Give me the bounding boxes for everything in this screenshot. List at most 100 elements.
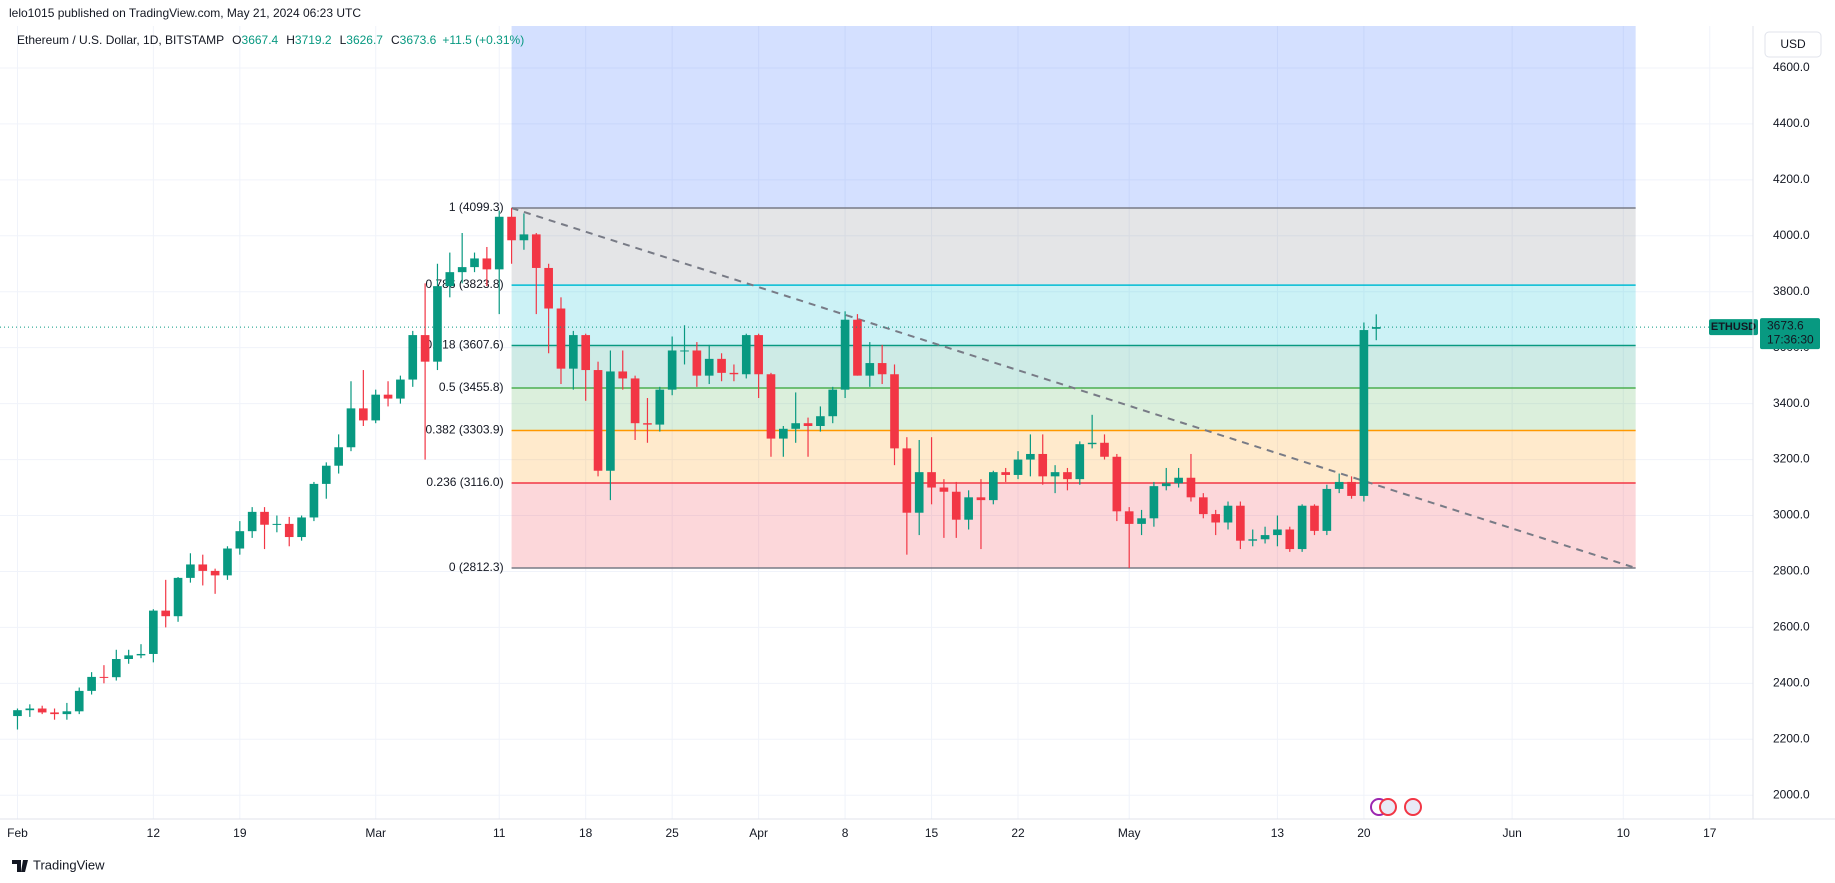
candle-body [260,511,269,525]
quote-value: 3667.4 [242,33,279,47]
candle-body [692,350,702,376]
change: +11.5 (+0.31%) [442,33,524,47]
y-tick-label: 4000.0 [1773,228,1810,242]
fib-zone [511,345,1636,389]
candle-body [877,363,887,375]
fib-level-label: 0.236 (3116.0) [426,475,503,489]
candle-body [976,497,986,501]
x-tick-label: 18 [579,826,593,840]
candle-body [1026,453,1035,460]
fib-level-label: 0.382 (3303.9) [426,423,504,437]
candle-body [173,577,183,617]
event-icon[interactable] [1379,798,1397,816]
candle-body [704,358,714,376]
x-tick-label: May [1118,826,1141,840]
candle-body [507,216,516,241]
candle-body [643,423,652,425]
event-icon[interactable] [1404,798,1422,816]
candle-body [618,371,628,379]
candle-body [754,335,763,375]
symbol-tag: ETHUSD [1711,321,1756,333]
x-tick-label: 10 [1617,826,1631,840]
x-tick-label: 8 [842,826,849,840]
candle-body [210,570,220,576]
candle-layer [13,208,1381,730]
candle-body [445,272,455,287]
x-tick-label: Mar [365,826,386,840]
candle-body [531,234,541,268]
candle-body [717,358,726,373]
candle-body [1186,477,1196,498]
y-tick-label: 4400.0 [1773,116,1810,130]
candle-body [890,374,899,449]
candle-body [1310,505,1319,531]
candle-body [951,491,961,520]
fib-zone [511,285,1636,346]
candle-body [741,335,751,375]
candle-body [470,258,479,268]
candle-body [1198,497,1208,515]
candle-body [1137,518,1146,524]
candle-body [1075,444,1085,480]
quote-key: O [232,33,241,47]
candle-body [321,465,331,484]
fib-level-label: 0.618 (3607.6) [426,338,504,352]
candle-body [1223,505,1233,523]
candle-body [494,216,504,270]
x-tick-label: 20 [1357,826,1371,840]
candle-body [902,448,912,513]
candle-body [74,690,84,712]
footer: TradingView [33,857,105,872]
candle-body [964,497,973,520]
candle-body [1248,539,1258,541]
x-tick-label: 22 [1011,826,1025,840]
fib-zone [511,483,1636,569]
x-tick-label: 25 [665,826,679,840]
quote-key: L [340,33,347,47]
candle-body [1359,330,1369,496]
fib-extension-zone [511,26,1636,209]
y-tick-label: 2000.0 [1773,787,1810,801]
header: lelo1015 published on TradingView.com, M… [9,6,361,20]
candle-body [791,423,801,429]
candle-body [1112,456,1122,512]
candle-body [420,335,430,362]
candle-body [247,511,257,532]
candle-body [433,286,442,362]
countdown: 17:36:30 [1767,332,1814,346]
candle-body [865,363,875,376]
candle-body [1161,483,1171,487]
candle-body [223,548,232,576]
candle-body [1013,459,1023,475]
candle-body [309,483,319,518]
y-tick-label: 4600.0 [1773,60,1810,74]
currency-button[interactable] [1764,31,1822,58]
candle-body [779,428,788,439]
trend-line [511,207,1636,569]
candle-body [37,708,47,713]
candle-body [1063,472,1072,480]
candle-body [766,374,776,439]
quote-value: 3719.2 [295,33,332,47]
candle-body [803,423,813,426]
candle-body [235,531,245,549]
candle-body [50,712,59,715]
candle-body [161,610,171,617]
x-tick-label: 12 [147,826,161,840]
fib-layer: 1 (4099.3) 0.786 (3823.8) 0.618 (3607.6) 0.… [426,26,1636,574]
fib-zone [511,430,1636,484]
candle-body [544,267,553,309]
event-icons [1370,798,1422,816]
x-tick-label: 11 [493,826,506,840]
candle-body [1371,327,1381,329]
candle-body [519,234,529,241]
candle-body [667,350,677,390]
candle-body [1001,472,1010,475]
y-tick-label: 4200.0 [1773,172,1810,186]
candle-body [272,523,282,525]
candle-body [149,610,158,654]
candle-body [186,564,195,578]
